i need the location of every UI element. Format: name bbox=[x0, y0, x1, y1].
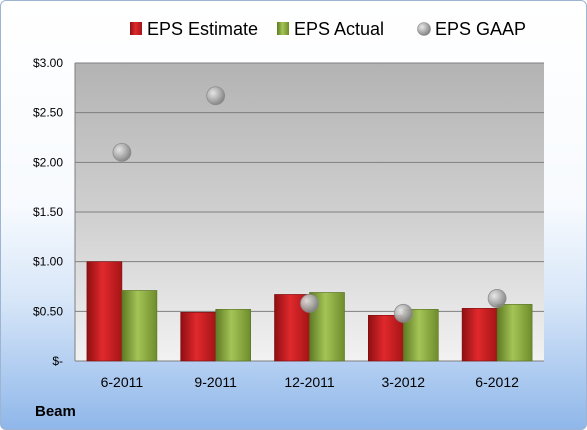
y-tick-label: $2.00 bbox=[33, 155, 63, 169]
x-axis-labels: 6-2011 9-2011 12-2011 3-2012 6-2012 bbox=[101, 374, 519, 390]
gaap-point bbox=[300, 293, 319, 313]
legend-label: EPS Estimate bbox=[147, 19, 258, 39]
y-axis-ticks: $- $0.50 $1.00 $1.50 $2.00 $2.50 $3.00 bbox=[33, 56, 63, 368]
y-tick-label: $1.00 bbox=[33, 255, 63, 269]
y-tick-label: $2.50 bbox=[33, 106, 63, 120]
actual-bar bbox=[121, 290, 158, 362]
estimate-bar bbox=[86, 261, 123, 362]
legend-label: EPS GAAP bbox=[435, 19, 526, 39]
x-tick-label: 12-2011 bbox=[284, 374, 335, 390]
legend-swatch bbox=[130, 22, 142, 35]
gaap-points bbox=[112, 86, 507, 323]
bars bbox=[86, 261, 533, 362]
x-tick-label: 9-2011 bbox=[194, 374, 237, 390]
gaap-point bbox=[393, 303, 413, 323]
actual-bar bbox=[215, 309, 251, 362]
legend-label: EPS Actual bbox=[294, 19, 384, 39]
estimate-bar bbox=[461, 308, 498, 362]
y-tick-label: $3.00 bbox=[33, 56, 63, 70]
actual-bar bbox=[496, 304, 533, 362]
legend-swatch bbox=[417, 22, 431, 36]
y-tick-label: $- bbox=[52, 354, 63, 368]
gaap-point bbox=[112, 142, 132, 162]
legend: EPS Estimate EPS Actual EPS GAAP bbox=[130, 19, 526, 39]
x-tick-label: 3-2012 bbox=[382, 374, 426, 390]
estimate-bar bbox=[180, 312, 216, 362]
x-tick-label: 6-2012 bbox=[475, 374, 519, 390]
gaap-point bbox=[487, 289, 507, 308]
actual-bar bbox=[402, 309, 439, 362]
y-tick-label: $0.50 bbox=[33, 304, 63, 318]
x-tick-label: 6-2011 bbox=[101, 374, 144, 390]
y-tick-label: $1.50 bbox=[33, 205, 63, 219]
gaap-point bbox=[206, 86, 226, 106]
legend-swatch bbox=[277, 22, 289, 35]
company-name: Beam bbox=[35, 403, 76, 420]
estimate-bar bbox=[367, 315, 404, 362]
